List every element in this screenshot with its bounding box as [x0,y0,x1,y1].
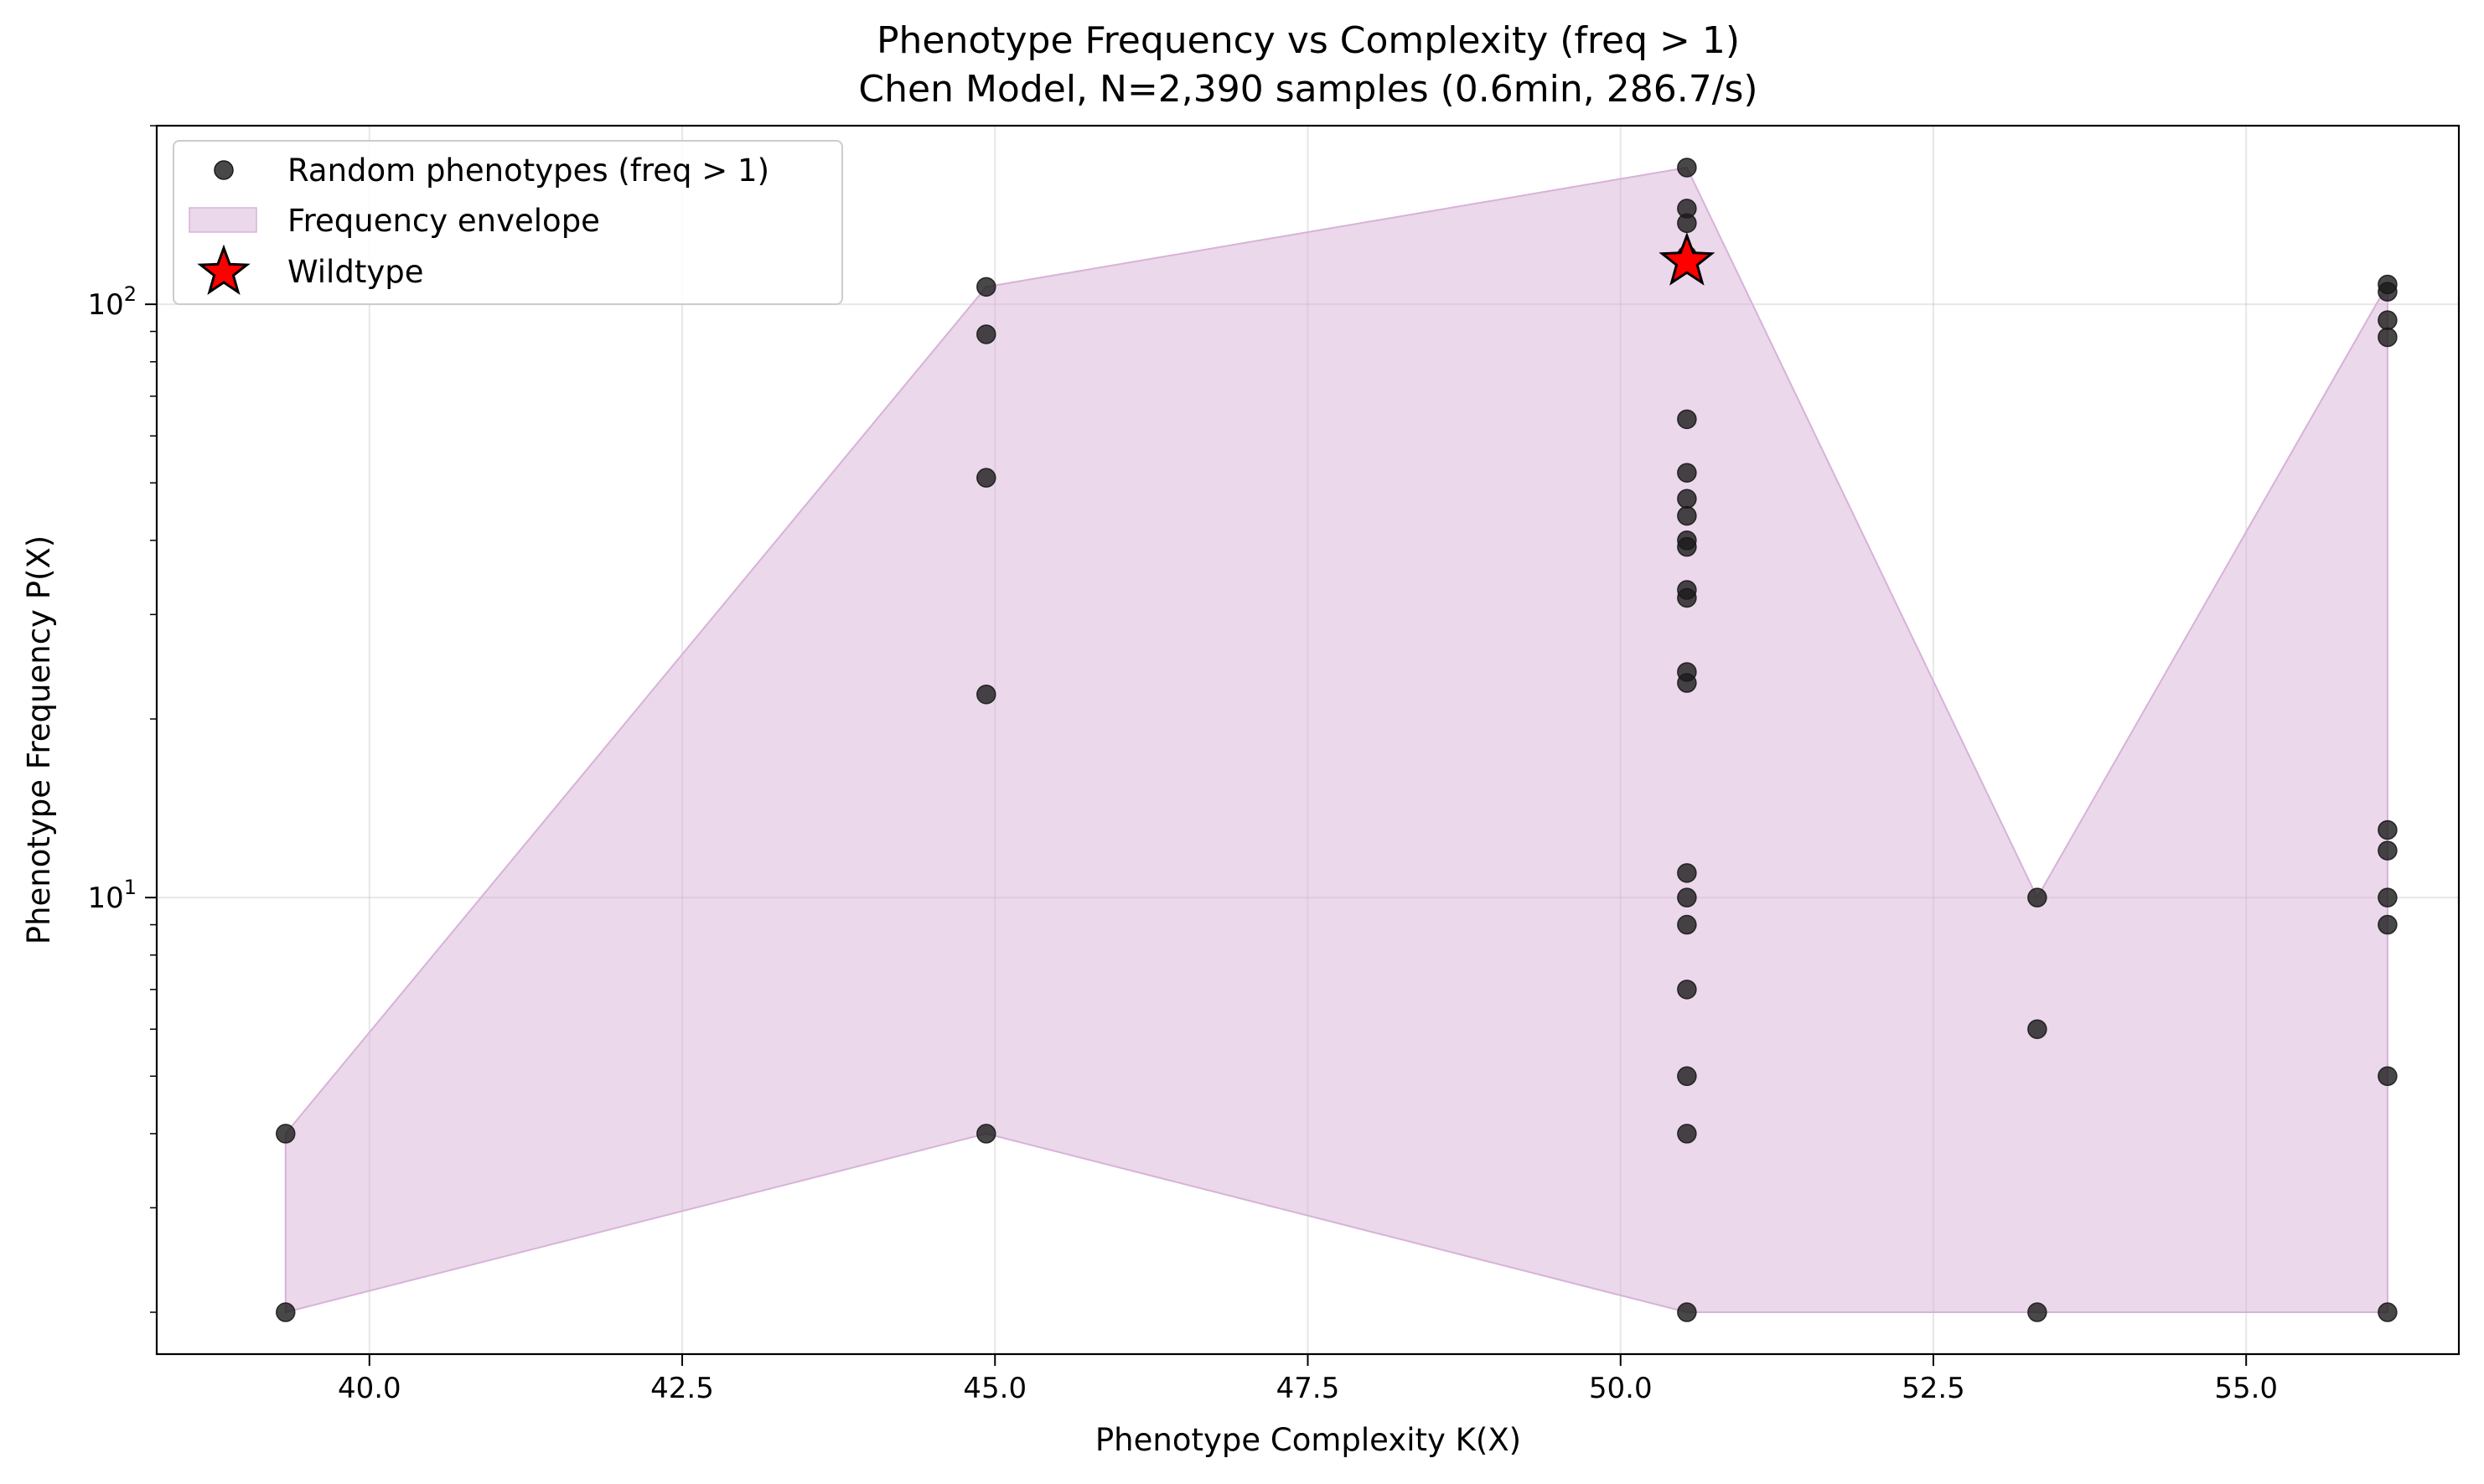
chart-title: Phenotype Frequency vs Complexity (freq … [877,19,1740,62]
x-tick-label: 40.0 [338,1372,401,1405]
scatter-point [1677,914,1697,935]
legend-box [173,140,843,305]
scatter-point [1677,505,1697,526]
y-axis-label: Phenotype Frequency P(X) [21,535,57,944]
x-tick-label: 50.0 [1589,1372,1653,1405]
scatter-point [1677,863,1697,883]
wildtype-star [1659,231,1716,286]
scatter-point [976,277,996,297]
legend-label-random-phenotypes: Random phenotypes (freq > 1) [287,153,769,189]
scatter-point [1677,1302,1697,1322]
scatter-point [1677,158,1697,178]
legend-patch-frequency-envelope [189,207,257,233]
scatter-point [2027,1302,2047,1322]
scatter-point [1677,463,1697,483]
x-tick-label: 47.5 [1276,1372,1340,1405]
scatter-point [2378,914,2398,935]
scatter-points-layer [276,158,2398,1322]
x-axis-label: Phenotype Complexity K(X) [1095,1422,1521,1458]
axis-ticks: 40.0 42.5 45.0 47.5 50.0 52.5 55.0 101 102 [87,125,2278,1405]
legend-label-wildtype: Wildtype [287,254,423,290]
scatter-point [1677,587,1697,608]
legend: Random phenotypes (freq > 1) Frequency e… [173,140,843,305]
x-tick-label: 45.0 [963,1372,1027,1405]
legend-label-frequency-envelope: Frequency envelope [287,203,600,239]
scatter-point [1677,673,1697,693]
y-tick-label: 102 [87,282,137,322]
x-tick-label: 42.5 [650,1372,714,1405]
scatter-point [1677,1066,1697,1087]
scatter-point [2027,1019,2047,1039]
scatter-point [976,324,996,344]
scatter-point [2378,820,2398,840]
scatter-point [2378,840,2398,861]
chart-subtitle: Chen Model, N=2,390 samples (0.6min, 286… [858,68,1757,111]
scatter-point [1677,980,1697,1000]
scatter-point [1677,409,1697,430]
scatter-point [2378,1066,2398,1087]
scatter-point [976,468,996,488]
x-tick-label: 52.5 [1902,1372,1965,1405]
scatter-point [2378,282,2398,302]
scatter-point [976,684,996,705]
scatter-point [276,1124,296,1144]
legend-marker-random-phenotypes [214,160,234,180]
x-tick-label: 55.0 [2214,1372,2278,1405]
legend-star-icon [197,244,251,295]
scatter-point [1677,887,1697,907]
scatter-point [2378,887,2398,907]
scatter-point [2378,327,2398,348]
scatter-point [1677,213,1697,234]
scatter-point [1677,489,1697,509]
scatter-point [2378,310,2398,330]
y-tick-label: 101 [87,876,137,915]
scatter-point [976,1124,996,1144]
legend-marker-wildtype [197,244,251,295]
scatter-point [2378,1302,2398,1322]
wildtype-layer [1659,231,1716,286]
scatter-point [276,1302,296,1322]
scatter-point [2027,887,2047,907]
scatter-point [1677,1124,1697,1144]
scatter-point [1677,536,1697,557]
